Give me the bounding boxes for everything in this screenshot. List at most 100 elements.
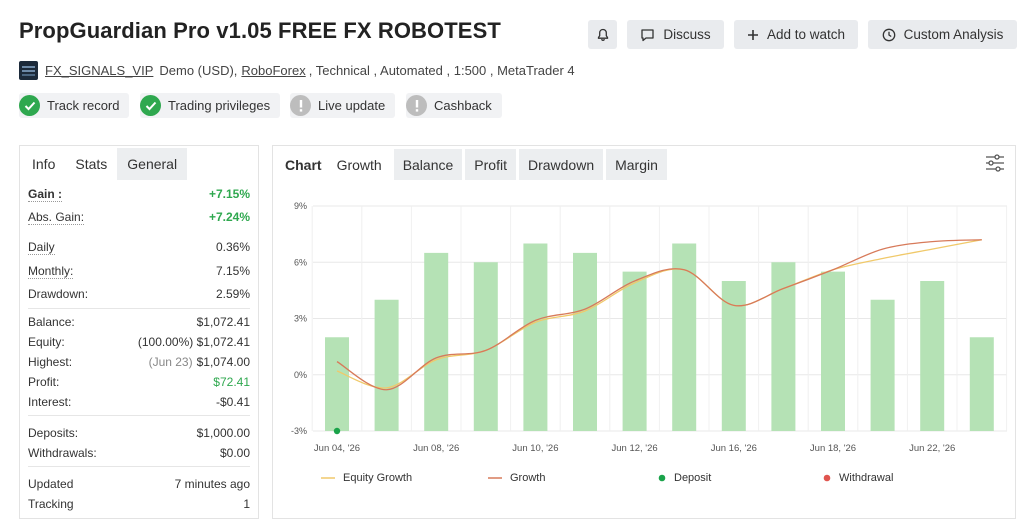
chart-bar [870, 299, 895, 431]
deposits-value: $1,000.00 [196, 426, 250, 440]
legend-withdrawal[interactable]: Withdrawal [823, 472, 893, 484]
x-tick-label: Jun 12, '26 [612, 443, 658, 454]
exclamation-icon [290, 95, 311, 116]
x-tick-label: Jun 16, '26 [711, 443, 757, 454]
tab-balance[interactable]: Balance [393, 149, 463, 180]
tab-info[interactable]: Info [20, 148, 66, 180]
tab-stats[interactable]: Stats [65, 148, 118, 180]
equity-value: $1,072.41 [196, 335, 250, 349]
badge-label: Track record [47, 98, 120, 113]
page-title: PropGuardian Pro v1.05 FREE FX ROBOTEST [19, 18, 501, 43]
legend-deposit[interactable]: Deposit [658, 472, 823, 484]
tab-drawdown[interactable]: Drawdown [518, 149, 604, 180]
badge-trading-privileges[interactable]: Trading privileges [140, 93, 281, 118]
interest-label: Interest: [28, 395, 72, 409]
bell-icon [596, 28, 610, 42]
custom-analysis-label: Custom Analysis [903, 27, 1004, 42]
tracking-label: Tracking [28, 497, 74, 511]
updated-label: Updated [28, 477, 74, 491]
badge-label: Live update [318, 98, 386, 113]
chart-legend: Equity Growth Growth Deposit Withdrawal [321, 472, 893, 484]
balance-value: $1,072.41 [196, 315, 250, 329]
badge-track-record[interactable]: Track record [19, 93, 130, 118]
equity-label: Equity: [28, 335, 65, 349]
equity-growth-line [336, 239, 982, 389]
add-to-watch-button[interactable]: Add to watch [734, 20, 858, 49]
check-icon [140, 95, 161, 116]
tab-growth[interactable]: Growth [327, 149, 391, 180]
check-icon [19, 95, 40, 116]
badge-live-update[interactable]: Live update [290, 93, 396, 118]
tab-profit[interactable]: Profit [465, 149, 516, 180]
updated-value: 7 minutes ago [174, 477, 250, 491]
avatar[interactable] [19, 61, 38, 80]
badge-label: Trading privileges [168, 98, 271, 113]
highest-value: $1,074.00 [196, 355, 250, 369]
deposit-point [333, 427, 341, 435]
chart-label: Chart [273, 149, 328, 180]
withdrawals-value: $0.00 [219, 446, 250, 460]
account-meta: FX_SIGNALS_VIP Demo (USD), RoboForex , T… [19, 61, 575, 80]
stats-tabs: Info Stats General [20, 146, 258, 180]
highest-date: (Jun 23) [148, 355, 193, 369]
badge-cashback[interactable]: Cashback [406, 93, 502, 118]
chart-bar [374, 299, 399, 431]
legend-equity-growth[interactable]: Equity Growth [321, 472, 413, 484]
chart-tabs: Chart Growth Balance Profit Drawdown Mar… [273, 146, 1015, 180]
discuss-button[interactable]: Discuss [627, 20, 724, 49]
daily-value: 0.36% [215, 240, 250, 254]
y-tick-label: -3% [291, 426, 307, 436]
tab-margin[interactable]: Margin [606, 149, 667, 180]
chart-bar [523, 243, 548, 431]
chart-bar [821, 271, 845, 431]
withdrawals-label: Withdrawals: [28, 446, 97, 460]
chart-bar [622, 271, 647, 431]
drawdown-value: 2.59% [215, 287, 250, 301]
filter-settings-icon[interactable] [985, 154, 1005, 177]
discuss-label: Discuss [663, 27, 711, 42]
gain-value: +7.15% [208, 187, 250, 201]
badge-label: Cashback [434, 98, 492, 113]
profit-value: $72.41 [213, 375, 250, 389]
chart-bar [325, 337, 349, 431]
x-tick-label: Jun 04, '26 [314, 443, 360, 454]
abs-gain-label: Abs. Gain: [28, 209, 85, 225]
growth-chart: 9% 6% 3% 0% -3% Jun 04, '26 Jun 08, '26 Jun 10,… [291, 201, 1008, 454]
account-type: Demo (USD), [159, 63, 238, 78]
add-to-watch-label: Add to watch [766, 27, 846, 42]
legend-growth[interactable]: Growth [488, 472, 546, 484]
chart-bar [969, 337, 994, 431]
tracking-value: 1 [243, 497, 250, 511]
chat-icon [640, 28, 655, 42]
gain-label: Gain : [28, 186, 63, 202]
deposits-label: Deposits: [28, 426, 79, 440]
chart-bar [920, 281, 945, 431]
x-tick-label: Jun 22, '26 [909, 443, 955, 454]
custom-analysis-button[interactable]: Custom Analysis [868, 20, 1017, 49]
monthly-label: Monthly: [28, 263, 74, 279]
abs-gain-value: +7.24% [208, 210, 250, 224]
plus-icon [747, 29, 759, 41]
equity-percent: (100.00%) [137, 335, 194, 349]
chart-bar [573, 252, 597, 431]
y-tick-label: 6% [294, 257, 307, 267]
profit-label: Profit: [28, 375, 60, 389]
chart-panel: Chart Growth Balance Profit Drawdown Mar… [272, 145, 1016, 519]
drawdown-label: Drawdown: [28, 287, 89, 301]
growth-line [336, 239, 982, 391]
tab-general[interactable]: General [117, 148, 188, 180]
y-tick-label: 3% [294, 314, 307, 324]
x-tick-label: Jun 08, '26 [413, 443, 459, 454]
chart-bar [424, 252, 449, 431]
x-tick-label: Jun 10, '26 [512, 443, 558, 454]
x-tick-label: Jun 18, '26 [810, 443, 856, 454]
exclamation-icon [406, 95, 427, 116]
chart-bar [771, 262, 796, 431]
notification-button[interactable] [588, 20, 617, 49]
author-link[interactable]: FX_SIGNALS_VIP [45, 63, 154, 78]
account-details: , Technical , Automated , 1:500 , MetaTr… [308, 63, 575, 78]
y-tick-label: 0% [294, 370, 307, 380]
broker-link[interactable]: RoboForex [241, 63, 306, 78]
stats-panel: Info Stats General Gain : +7.15% Abs. Gai… [19, 145, 259, 519]
highest-label: Highest: [28, 355, 73, 369]
